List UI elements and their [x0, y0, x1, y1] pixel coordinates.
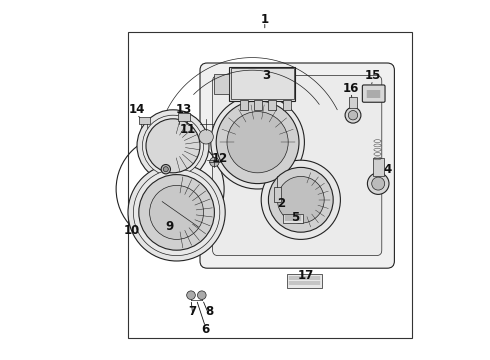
Circle shape: [128, 164, 225, 261]
Bar: [269, 100, 276, 110]
Circle shape: [345, 107, 361, 123]
Circle shape: [211, 95, 304, 189]
FancyBboxPatch shape: [200, 63, 394, 268]
Circle shape: [277, 176, 324, 223]
Bar: [254, 100, 262, 110]
Text: 12: 12: [212, 152, 228, 165]
Text: 7: 7: [189, 305, 197, 318]
Circle shape: [210, 157, 219, 167]
Text: 3: 3: [263, 69, 270, 82]
Text: 2: 2: [277, 197, 285, 210]
Circle shape: [149, 185, 204, 239]
Circle shape: [269, 167, 333, 232]
FancyBboxPatch shape: [213, 76, 382, 256]
Circle shape: [139, 175, 215, 250]
Circle shape: [368, 173, 389, 194]
Circle shape: [261, 160, 341, 239]
Circle shape: [137, 110, 209, 182]
Text: 8: 8: [205, 305, 213, 318]
Bar: [215, 74, 229, 94]
Bar: [349, 97, 357, 108]
Circle shape: [197, 291, 206, 300]
Bar: [283, 100, 291, 110]
Text: 16: 16: [343, 82, 359, 95]
Bar: [229, 67, 295, 101]
Circle shape: [187, 291, 196, 300]
Text: 13: 13: [176, 103, 192, 116]
Text: 11: 11: [179, 123, 196, 136]
Circle shape: [227, 112, 288, 173]
Text: 1: 1: [261, 13, 269, 26]
Bar: [274, 187, 281, 202]
Bar: [231, 68, 294, 99]
FancyBboxPatch shape: [363, 85, 385, 102]
Circle shape: [348, 111, 358, 120]
Text: 14: 14: [129, 103, 145, 116]
Text: 15: 15: [365, 69, 381, 82]
Circle shape: [143, 115, 204, 176]
Bar: [178, 113, 190, 121]
Bar: [283, 214, 303, 223]
Circle shape: [146, 119, 200, 173]
Bar: [240, 100, 247, 110]
Text: 4: 4: [383, 163, 392, 176]
Circle shape: [133, 169, 220, 256]
Bar: [139, 117, 150, 124]
Circle shape: [372, 177, 385, 190]
Bar: [373, 158, 384, 176]
Circle shape: [216, 101, 299, 184]
Text: 10: 10: [123, 224, 140, 237]
Circle shape: [199, 130, 213, 144]
Text: 17: 17: [298, 269, 314, 282]
Circle shape: [161, 165, 171, 174]
Text: 9: 9: [165, 220, 173, 233]
Text: 5: 5: [291, 211, 299, 224]
Circle shape: [163, 167, 169, 172]
Text: 6: 6: [201, 323, 210, 336]
Bar: [288, 274, 321, 288]
Bar: [128, 32, 413, 338]
